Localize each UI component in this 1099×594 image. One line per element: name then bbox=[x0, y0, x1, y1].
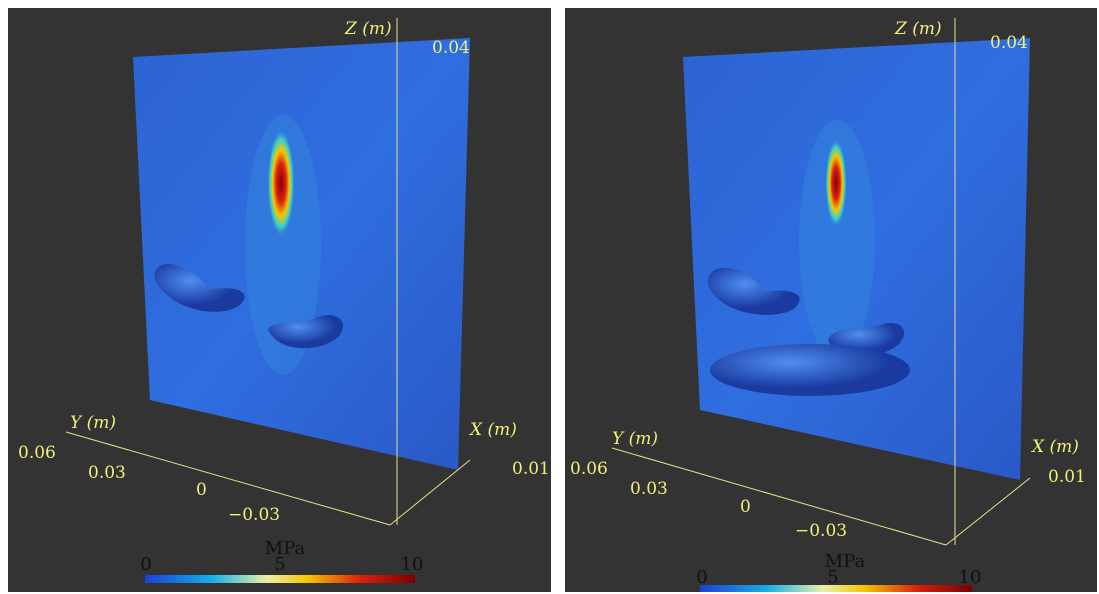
y-axis-label: Y (m) bbox=[612, 429, 658, 449]
x-axis-label: X (m) bbox=[1030, 437, 1079, 457]
colorbar bbox=[145, 575, 415, 583]
focal-spot bbox=[267, 128, 295, 238]
colorbar-tick: 5 bbox=[827, 567, 838, 588]
colorbar-tick: 0 bbox=[140, 554, 151, 575]
z-axis-label: Z (m) bbox=[894, 19, 942, 39]
z-tick-label: 0.04 bbox=[432, 38, 470, 58]
z-tick-label: 0.04 bbox=[990, 33, 1028, 53]
colorbar-tick: 5 bbox=[274, 554, 285, 575]
colorbar-tick: 10 bbox=[959, 567, 982, 588]
y-tick-label: −0.03 bbox=[228, 505, 280, 525]
y-axis-label: Y (m) bbox=[70, 413, 116, 433]
y-tick-label: −0.03 bbox=[795, 521, 847, 541]
panel-right: Z (m) 0.04 Y (m) 0.06 0.03 0 −0.03 X (m)… bbox=[565, 8, 1097, 592]
y-tick-label: 0.03 bbox=[630, 479, 668, 499]
y-tick-label: 0 bbox=[740, 497, 751, 517]
y-tick-label: 0 bbox=[196, 480, 207, 500]
colorbar-tick: 0 bbox=[696, 567, 707, 588]
colorbar-tick: 10 bbox=[401, 554, 424, 575]
y-tick-label: 0.06 bbox=[18, 443, 56, 463]
x-tick-label: 0.01 bbox=[512, 459, 550, 479]
focal-spot bbox=[825, 138, 847, 228]
bone-blob bbox=[710, 344, 910, 396]
panel-left: Z (m) 0.04 Y (m) 0.06 0.03 0 −0.03 X (m)… bbox=[8, 8, 551, 592]
y-tick-label: 0.06 bbox=[570, 459, 608, 479]
x-axis-label: X (m) bbox=[468, 420, 517, 440]
x-tick-label: 0.01 bbox=[1048, 467, 1086, 487]
figure: Z (m) 0.04 Y (m) 0.06 0.03 0 −0.03 X (m)… bbox=[0, 0, 1099, 594]
z-axis-label: Z (m) bbox=[344, 19, 392, 39]
y-tick-label: 0.03 bbox=[88, 463, 126, 483]
